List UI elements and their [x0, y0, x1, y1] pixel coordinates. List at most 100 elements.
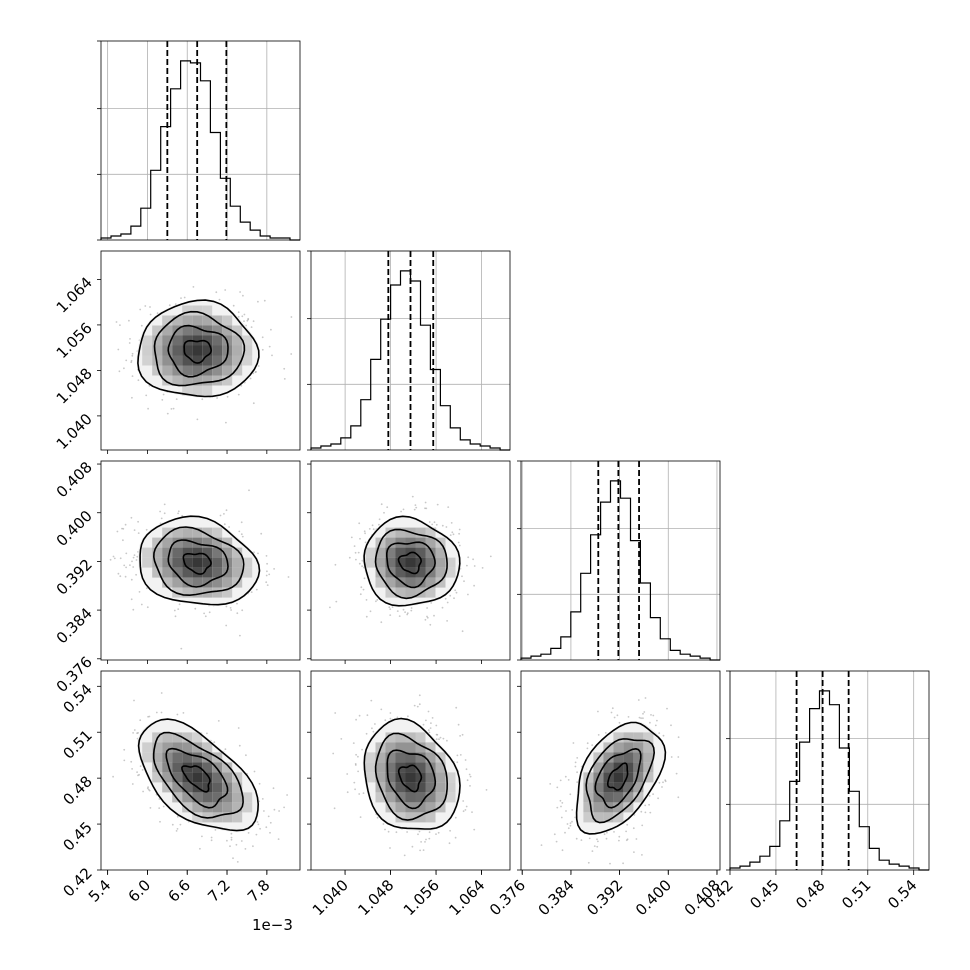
- density-panel-3-0: [97, 670, 301, 874]
- scatter-point: [360, 586, 363, 589]
- scatter-point: [454, 836, 457, 839]
- density-block: [365, 547, 376, 558]
- density-block: [172, 577, 183, 588]
- scatter-point: [358, 562, 361, 565]
- scatter-point: [361, 565, 363, 568]
- density-block: [192, 752, 203, 763]
- scatter-point: [627, 716, 630, 718]
- density-block: [623, 772, 634, 783]
- scatter-point: [225, 509, 228, 512]
- density-block: [445, 567, 456, 578]
- scatter-point: [144, 305, 147, 307]
- scatter-point: [569, 824, 572, 827]
- scatter-point: [433, 521, 436, 524]
- scatter-point: [652, 714, 655, 717]
- scatter-point: [354, 551, 357, 554]
- scatter-point: [241, 535, 244, 538]
- scatter-point: [396, 610, 399, 612]
- density-block: [192, 812, 203, 823]
- scatter-point: [457, 723, 460, 726]
- density-frame-3-1: [310, 670, 511, 871]
- scatter-point: [448, 842, 451, 845]
- density-block: [603, 792, 614, 803]
- density-block: [202, 355, 213, 366]
- scatter-point: [419, 849, 421, 852]
- scatter-point: [418, 830, 421, 833]
- scatter-point: [267, 815, 270, 818]
- x-offset-label-0: 1e−3: [252, 916, 293, 934]
- scatter-point: [641, 824, 644, 827]
- density-block: [192, 762, 203, 773]
- x-tick-label-0-1: 6.0: [125, 876, 155, 906]
- density-block: [435, 567, 446, 578]
- scatter-point: [417, 833, 419, 836]
- scatter-point: [196, 418, 199, 421]
- density-block: [613, 742, 624, 753]
- y-tick-label-2-3: 0.400: [53, 507, 96, 550]
- density-block: [192, 305, 203, 316]
- y-tick-label-3-3: 0.51: [59, 726, 95, 762]
- scatter-point: [132, 556, 135, 559]
- scatter-point: [677, 736, 680, 739]
- scatter-point: [332, 752, 335, 755]
- scatter-point: [139, 719, 142, 722]
- density-block: [202, 742, 213, 753]
- scatter-point: [112, 775, 114, 778]
- y-tick-label-3-2: 0.48: [59, 772, 95, 808]
- scatter-point: [466, 779, 469, 782]
- density-block: [583, 782, 594, 793]
- scatter-point: [591, 850, 594, 852]
- scatter-point: [642, 712, 644, 715]
- x-tick-label-3-4: 0.54: [884, 876, 920, 912]
- scatter-point: [593, 845, 596, 847]
- scatter-point: [173, 609, 176, 612]
- density-block: [202, 547, 213, 558]
- density-block: [212, 587, 223, 598]
- density-block: [162, 782, 173, 793]
- density-block: [385, 732, 396, 743]
- density-panel-3-1: [307, 670, 511, 874]
- density-block: [425, 742, 436, 753]
- scatter-point: [137, 774, 139, 777]
- scatter-point: [611, 707, 614, 710]
- scatter-point: [662, 781, 664, 784]
- scatter-point: [556, 786, 559, 789]
- density-block: [623, 782, 634, 793]
- scatter-point: [574, 765, 577, 768]
- density-block: [212, 537, 223, 548]
- scatter-point: [461, 575, 463, 578]
- scatter-point: [677, 756, 680, 758]
- density-block: [222, 315, 233, 326]
- density-block: [212, 812, 223, 823]
- scatter-point: [465, 768, 468, 771]
- scatter-point: [244, 848, 247, 850]
- scatter-point: [586, 747, 589, 750]
- density-block: [365, 772, 376, 783]
- histogram-step-0: [100, 60, 300, 241]
- scatter-point: [473, 584, 475, 587]
- scatter-point: [130, 598, 133, 601]
- scatter-point: [675, 772, 678, 775]
- density-block: [172, 762, 183, 773]
- scatter-point: [131, 396, 133, 399]
- scatter-point: [250, 326, 253, 328]
- density-block: [172, 365, 183, 376]
- scatter-point: [237, 393, 240, 396]
- scatter-point: [140, 324, 143, 327]
- scatter-point: [358, 714, 361, 717]
- scatter-point: [266, 570, 268, 573]
- density-block: [152, 557, 163, 568]
- density-block: [192, 315, 203, 326]
- density-block: [425, 577, 436, 588]
- scatter-point: [597, 840, 599, 843]
- scatter-point: [122, 539, 124, 542]
- scatter-point: [427, 729, 430, 731]
- density-block: [395, 577, 406, 588]
- density-block: [445, 792, 456, 803]
- scatter-point: [402, 608, 405, 611]
- scatter-point: [597, 710, 599, 713]
- density-block: [202, 537, 213, 548]
- density-block: [212, 527, 223, 538]
- scatter-point: [132, 608, 135, 611]
